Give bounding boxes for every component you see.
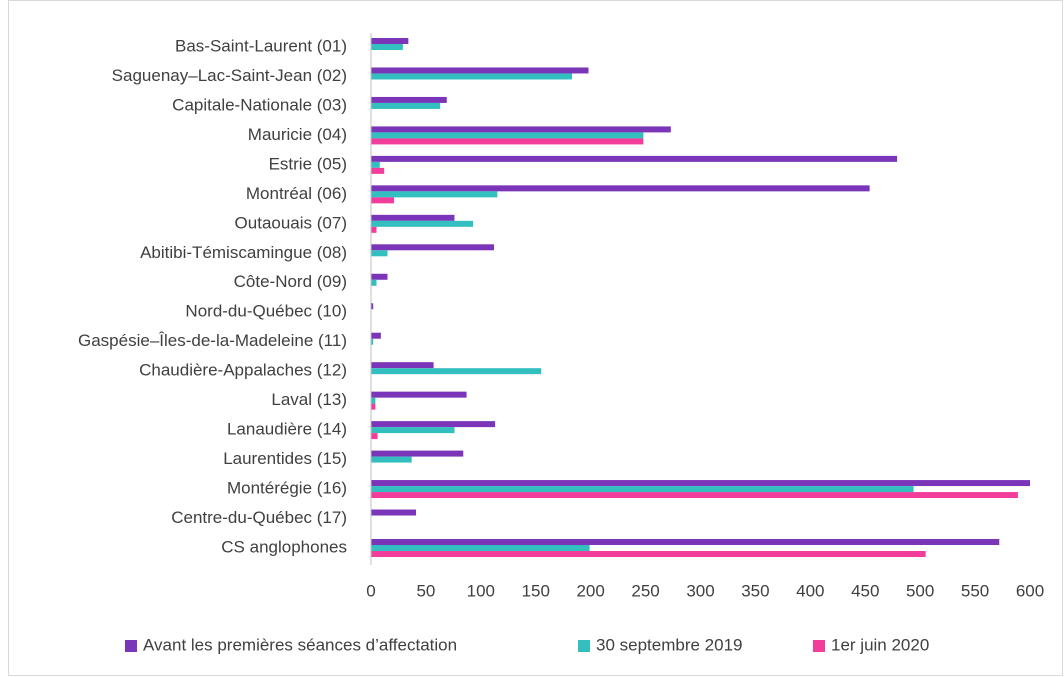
y-tick-label: Montérégie (16) <box>227 479 347 498</box>
y-tick-label: Capitale-Nationale (03) <box>172 95 347 114</box>
y-tick-label: Nord-du-Québec (10) <box>185 302 347 321</box>
bar <box>371 138 644 145</box>
y-tick-label: Saguenay–Lac-Saint-Jean (02) <box>112 66 347 85</box>
bar <box>371 368 542 375</box>
bar <box>371 427 455 434</box>
y-tick-label: Bas-Saint-Laurent (01) <box>175 36 347 55</box>
legend-label: 1er juin 2020 <box>831 635 929 654</box>
x-tick-label: 0 <box>366 581 375 600</box>
y-tick-label: Laurentides (15) <box>223 449 347 468</box>
x-tick-label: 300 <box>686 581 714 600</box>
bar <box>371 539 1000 545</box>
bar <box>371 279 377 286</box>
y-tick-label: Abitibi-Témiscamingue (08) <box>140 243 347 262</box>
bar <box>371 391 467 398</box>
legend-swatch <box>813 640 825 652</box>
bar <box>371 397 376 404</box>
x-tick-label: 200 <box>576 581 604 600</box>
bar <box>371 492 1018 499</box>
bar <box>371 273 388 280</box>
bar <box>371 303 374 310</box>
bar <box>371 67 589 74</box>
y-tick-label: Côte-Nord (09) <box>234 272 347 291</box>
bar <box>371 433 378 440</box>
bar <box>371 545 590 551</box>
y-tick-label: Chaudière-Appalaches (12) <box>139 361 347 380</box>
bar <box>371 161 380 168</box>
y-tick-label: Lanaudière (14) <box>227 420 347 439</box>
bar <box>371 197 395 204</box>
bar <box>371 102 441 109</box>
bar <box>371 155 898 162</box>
bar <box>371 338 374 345</box>
legend-swatch <box>578 640 590 652</box>
bar <box>371 73 572 80</box>
bar <box>371 421 496 428</box>
bar <box>371 167 385 174</box>
chart-border <box>8 0 1063 676</box>
y-tick-label: Outaouais (07) <box>235 213 347 232</box>
x-tick-label: 550 <box>961 581 989 600</box>
bar <box>371 403 376 410</box>
bar <box>371 38 409 44</box>
bar <box>371 220 474 227</box>
y-tick-label: Estrie (05) <box>269 154 347 173</box>
x-tick-label: 50 <box>416 581 435 600</box>
x-tick-label: 250 <box>631 581 659 600</box>
x-tick-label: 400 <box>796 581 824 600</box>
x-tick-label: 500 <box>906 581 934 600</box>
y-tick-label: Mauricie (04) <box>248 125 347 144</box>
x-tick-label: 100 <box>467 581 495 600</box>
y-tick-label: Centre-du-Québec (17) <box>171 508 347 527</box>
bar <box>371 250 388 257</box>
x-tick-label: 600 <box>1016 581 1044 600</box>
legend-label: Avant les premières séances d’affectatio… <box>143 635 457 654</box>
legend-label: 30 septembre 2019 <box>596 635 743 654</box>
bar <box>371 362 434 369</box>
bar <box>371 126 671 133</box>
y-tick-label: Gaspésie–Îles-de-la-Madeleine (11) <box>78 331 347 350</box>
bar <box>371 480 1030 487</box>
y-tick-label: CS anglophones <box>221 537 347 556</box>
bar <box>371 450 464 457</box>
bar <box>371 332 381 339</box>
bar <box>371 185 870 192</box>
bar <box>371 96 447 103</box>
bar <box>371 191 498 198</box>
bar <box>371 456 412 463</box>
x-tick-label: 150 <box>522 581 550 600</box>
bar <box>371 486 914 493</box>
legend-swatch <box>125 640 137 652</box>
x-tick-label: 450 <box>851 581 879 600</box>
bar <box>371 509 417 516</box>
bar <box>371 551 926 557</box>
bar <box>371 44 403 50</box>
y-tick-label: Montréal (06) <box>246 184 347 203</box>
y-tick-label: Laval (13) <box>271 390 347 409</box>
bar <box>371 214 455 221</box>
x-tick-label: 350 <box>741 581 769 600</box>
bar <box>371 244 495 251</box>
bar <box>371 132 644 139</box>
bar <box>371 226 377 233</box>
